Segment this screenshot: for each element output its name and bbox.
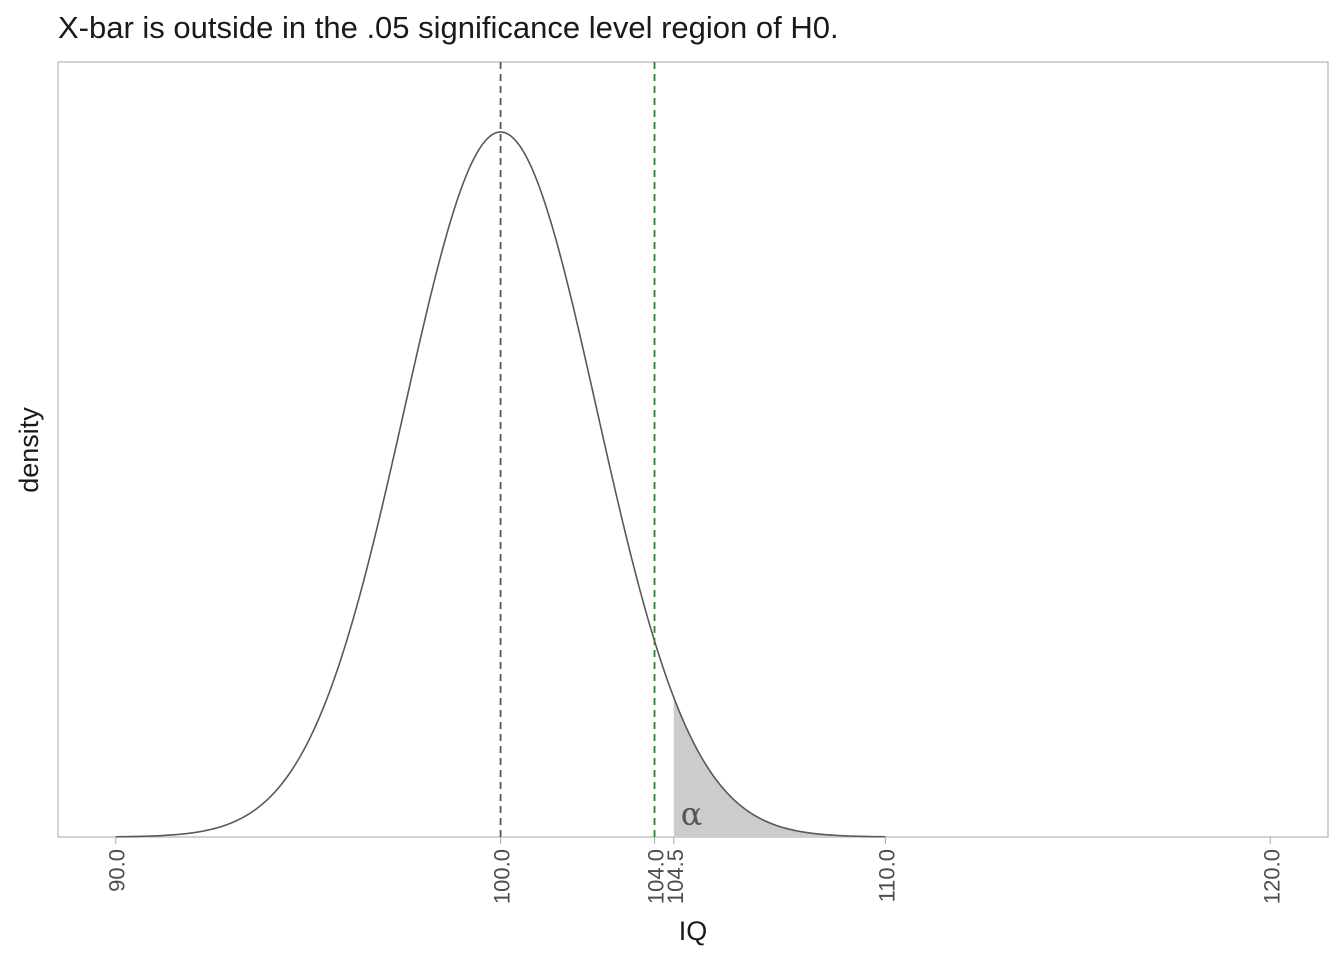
alpha-label: α xyxy=(681,795,703,833)
alpha-region xyxy=(673,697,886,837)
curve-layer xyxy=(115,131,886,838)
density-curve xyxy=(115,131,886,838)
x-axis-label: IQ xyxy=(679,916,708,946)
plot-panel xyxy=(57,61,1329,838)
x-tick-label: 104.0 xyxy=(644,849,669,904)
x-tick-label: 120.0 xyxy=(1259,849,1284,904)
vline-layer xyxy=(499,62,656,837)
x-tick-label: 110.0 xyxy=(874,849,899,902)
x-tick-label: 100.0 xyxy=(490,849,515,904)
x-tick-label: 90.0 xyxy=(105,849,130,892)
shade-layer: α xyxy=(673,697,886,837)
x-tick-label: 104.5 xyxy=(663,849,688,904)
y-axis-label: density xyxy=(14,407,44,493)
chart-title: X-bar is outside in the .05 significance… xyxy=(58,10,839,45)
